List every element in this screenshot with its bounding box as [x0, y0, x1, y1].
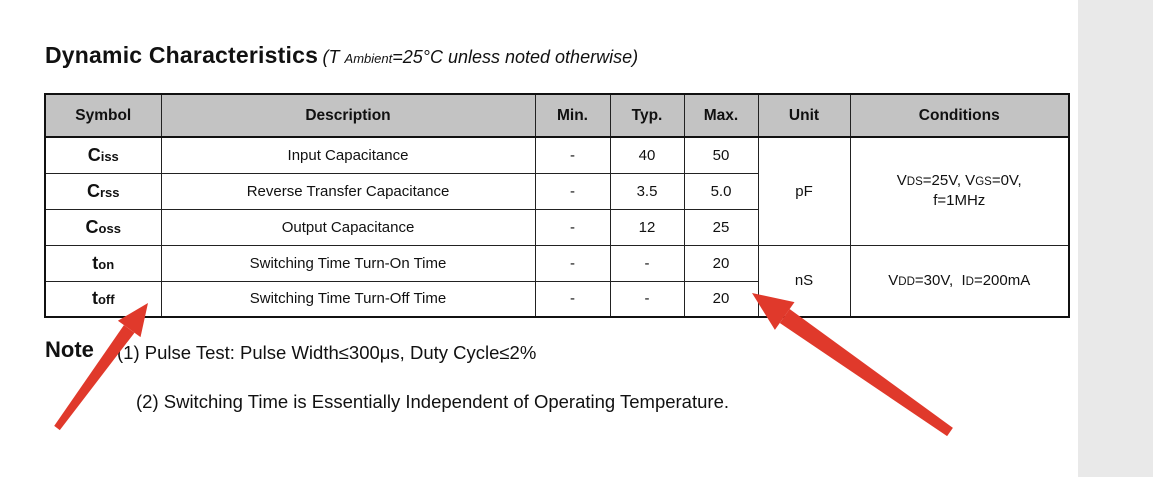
note-item-1: (1) Pulse Test: Pulse Width≤300μs, Duty …: [117, 342, 537, 363]
col-header-typ: Typ.: [609, 93, 685, 138]
title-condition-subscript: Ambient: [344, 51, 393, 66]
typ-cell: -: [609, 280, 685, 318]
unit-cell-pf: pF: [757, 136, 851, 246]
table-row-toff: toff Switching Time Turn-Off Time - - 20: [44, 280, 1069, 318]
min-cell: -: [534, 280, 611, 318]
typ-cell: 3.5: [609, 172, 685, 210]
col-header-min: Min.: [534, 93, 611, 138]
title-main: Dynamic Characteristics: [45, 42, 319, 68]
min-cell: -: [534, 208, 611, 246]
header-row: Symbol Description Min. Typ. Max. Unit C…: [44, 93, 1070, 138]
typ-cell: -: [609, 244, 685, 282]
col-header-symbol: Symbol: [44, 93, 162, 138]
typ-cell: 12: [609, 208, 685, 246]
conditions-cell-capacitance: VDS=25V, VGS=0V, f=1MHz: [849, 136, 1070, 246]
symbol-cell: toff: [44, 280, 162, 318]
symbol-cell: Coss: [44, 208, 162, 246]
max-cell: 25: [683, 208, 759, 246]
max-cell: 20: [683, 280, 759, 318]
min-cell: -: [534, 136, 611, 174]
conditions-line-1: VDS=25V, VGS=0V,: [896, 172, 1022, 189]
description-cell: Switching Time Turn-On Time: [160, 244, 536, 282]
min-cell: -: [534, 244, 611, 282]
conditions-cell-switching: VDD=30V, ID=200mA: [849, 244, 1070, 318]
description-cell: Output Capacitance: [160, 208, 536, 246]
symbol-cell: ton: [44, 244, 162, 282]
note-label: Note: [45, 337, 94, 362]
col-header-description: Description: [160, 93, 536, 138]
description-cell: Reverse Transfer Capacitance: [160, 172, 536, 210]
table-row-ton: ton Switching Time Turn-On Time - - 20 n…: [44, 244, 1070, 318]
unit-cell-ns: nS: [757, 244, 851, 318]
page-title: Dynamic Characteristics (T Ambient=25°C …: [45, 42, 638, 69]
conditions-line-2: f=1MHz: [933, 192, 986, 210]
note-item-2: (2) Switching Time is Essentially Indepe…: [136, 391, 729, 412]
col-header-max: Max.: [683, 93, 759, 138]
col-header-conditions: Conditions: [849, 93, 1070, 138]
table-row-crss: Crss Reverse Transfer Capacitance - 3.5 …: [44, 172, 1069, 210]
max-cell: 5.0: [683, 172, 759, 210]
symbol-cell: Crss: [44, 172, 162, 210]
dynamic-characteristics-table: Symbol Description Min. Typ. Max. Unit C…: [44, 93, 1070, 318]
table-row-coss: Coss Output Capacitance - 12 25: [44, 208, 1069, 246]
max-cell: 50: [683, 136, 759, 174]
typ-cell: 40: [609, 136, 685, 174]
symbol-cell: Ciss: [44, 136, 162, 174]
table-row-ciss: Ciss Input Capacitance - 40 50 pF VDS=25…: [44, 136, 1070, 246]
min-cell: -: [534, 172, 611, 210]
description-cell: Switching Time Turn-Off Time: [160, 280, 536, 318]
max-cell: 20: [683, 244, 759, 282]
title-condition-post: =25°C unless noted otherwise): [392, 47, 639, 67]
conditions-line-1: VDD=30V, ID=200mA: [888, 271, 1031, 289]
title-condition-pre: (T: [322, 47, 345, 67]
description-cell: Input Capacitance: [160, 136, 536, 174]
col-header-unit: Unit: [757, 93, 851, 138]
